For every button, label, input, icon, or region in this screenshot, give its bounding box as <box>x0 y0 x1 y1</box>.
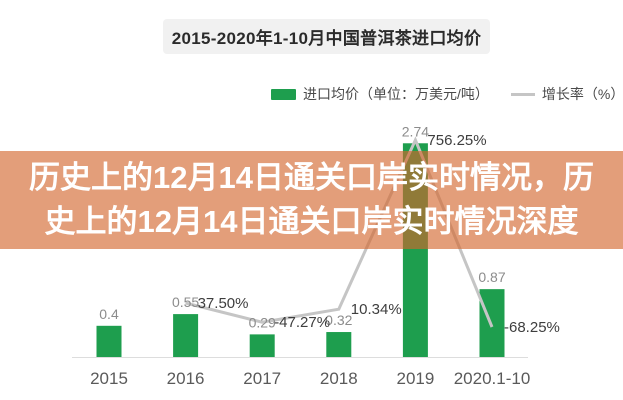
legend-item-growth-rate: 增长率（%） <box>510 84 623 104</box>
legend-item-import-price: 进口均价（单位：万美元/吨） <box>271 84 489 104</box>
growth-rate-label: 10.34% <box>351 301 402 318</box>
bar-2017 <box>249 334 275 357</box>
x-axis-label-2019: 2019 <box>396 369 434 388</box>
bar-2015 <box>96 325 122 357</box>
x-axis-label-2017: 2017 <box>243 369 281 388</box>
legend-line-series-label: 增长率（%） <box>541 86 623 102</box>
x-axis-label-2015: 2015 <box>90 369 128 388</box>
bar-value-label: 0.29 <box>249 314 276 330</box>
growth-rate-label: -47.27% <box>274 314 330 331</box>
bar-value-label: 0.87 <box>478 269 505 285</box>
bar-series-swatch-icon <box>271 88 296 100</box>
line-series-dash-icon <box>510 92 535 96</box>
bar-value-label: 0.4 <box>99 306 119 322</box>
headline-line-2: 史上的12月14日通关口岸实时情况深度 <box>44 204 579 239</box>
chart-legend: 进口均价（单位：万美元/吨） 增长率（%） <box>271 84 623 104</box>
growth-rate-label: 37.50% <box>198 295 249 312</box>
x-axis-label-2016: 2016 <box>167 369 205 388</box>
growth-rate-label: -68.25% <box>504 319 560 336</box>
bar-value-label: 0.55 <box>172 294 199 310</box>
bar-2016 <box>173 314 199 357</box>
x-axis-label-2020.1-10: 2020.1-10 <box>454 369 531 388</box>
bar-value-label: 2.74 <box>402 123 429 139</box>
headline-overlay: 历史上的12月14日通关口岸实时情况，历 史上的12月14日通关口岸实时情况深度 <box>0 151 623 249</box>
headline-line-1: 历史上的12月14日通关口岸实时情况，历 <box>29 160 594 195</box>
bar-value-label: 0.32 <box>325 312 352 328</box>
bar-2018 <box>326 332 352 357</box>
legend-bar-series-label: 进口均价（单位：万美元/吨） <box>303 86 489 102</box>
chart-title: 2015-2020年1-10月中国普洱茶进口均价 <box>163 19 490 54</box>
growth-rate-label: 756.25% <box>427 132 486 149</box>
x-axis-label-2018: 2018 <box>320 369 358 388</box>
